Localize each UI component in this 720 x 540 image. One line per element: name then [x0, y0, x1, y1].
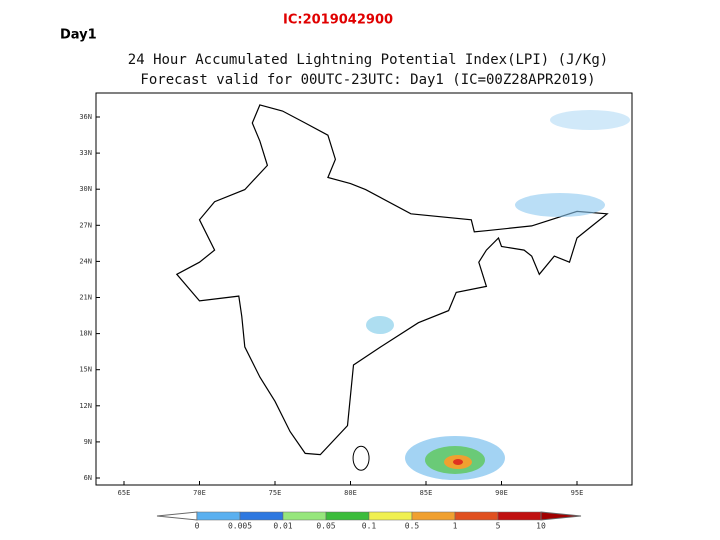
- lon-label: 85E: [420, 489, 433, 497]
- lon-label: 70E: [193, 489, 206, 497]
- day-label: Day1: [60, 28, 97, 43]
- lat-label: 6N: [84, 474, 92, 482]
- lon-label: 65E: [118, 489, 131, 497]
- colorbar-right-arrow: [540, 511, 582, 521]
- colorbar-segment: [368, 511, 413, 521]
- island: [352, 445, 370, 471]
- colorbar-label: 1: [453, 522, 458, 531]
- colorbar-label: 0: [195, 522, 200, 531]
- lat-label: 33N: [79, 149, 92, 157]
- map-layer: [175, 104, 609, 471]
- lat-label: 21N: [79, 294, 92, 302]
- ic-label: IC:2019042900: [283, 13, 393, 28]
- colorbar-segment: [196, 511, 241, 521]
- colorbar-segment: [282, 511, 327, 521]
- lat-label: 27N: [79, 221, 92, 229]
- colorbar-segment: [239, 511, 284, 521]
- lat-label: 36N: [79, 113, 92, 121]
- lat-label: 24N: [79, 257, 92, 265]
- colorbar-segment: [497, 511, 542, 521]
- lightning-cluster: [366, 110, 630, 480]
- colorbar-label: 0.5: [405, 522, 420, 531]
- colorbar-label: 5: [496, 522, 501, 531]
- colorbar-label: 0.1: [362, 522, 377, 531]
- colorbar-left-arrow: [156, 511, 198, 521]
- colorbar-segment: [325, 511, 370, 521]
- lat-label: 9N: [84, 438, 92, 446]
- colorbar-segment: [411, 511, 456, 521]
- lat-label: 12N: [79, 402, 92, 410]
- map-title: 24 Hour Accumulated Lightning Potential …: [128, 52, 608, 68]
- colorbar-label: 10: [536, 522, 546, 531]
- colorbar-label: 0.01: [273, 522, 292, 531]
- map-subtitle: Forecast valid for 00UTC-23UTC: Day1 (IC…: [140, 72, 595, 88]
- lat-label: 18N: [79, 330, 92, 338]
- colorbar-label: 0.05: [316, 522, 335, 531]
- lon-label: 95E: [571, 489, 584, 497]
- lon-label: 75E: [269, 489, 282, 497]
- lat-label: 15N: [79, 366, 92, 374]
- country-outline: [175, 104, 609, 456]
- lon-label: 90E: [495, 489, 508, 497]
- lon-label: 80E: [344, 489, 357, 497]
- colorbar-label: 0.005: [228, 522, 252, 531]
- lat-label: 30N: [79, 185, 92, 193]
- colorbar-segment: [454, 511, 499, 521]
